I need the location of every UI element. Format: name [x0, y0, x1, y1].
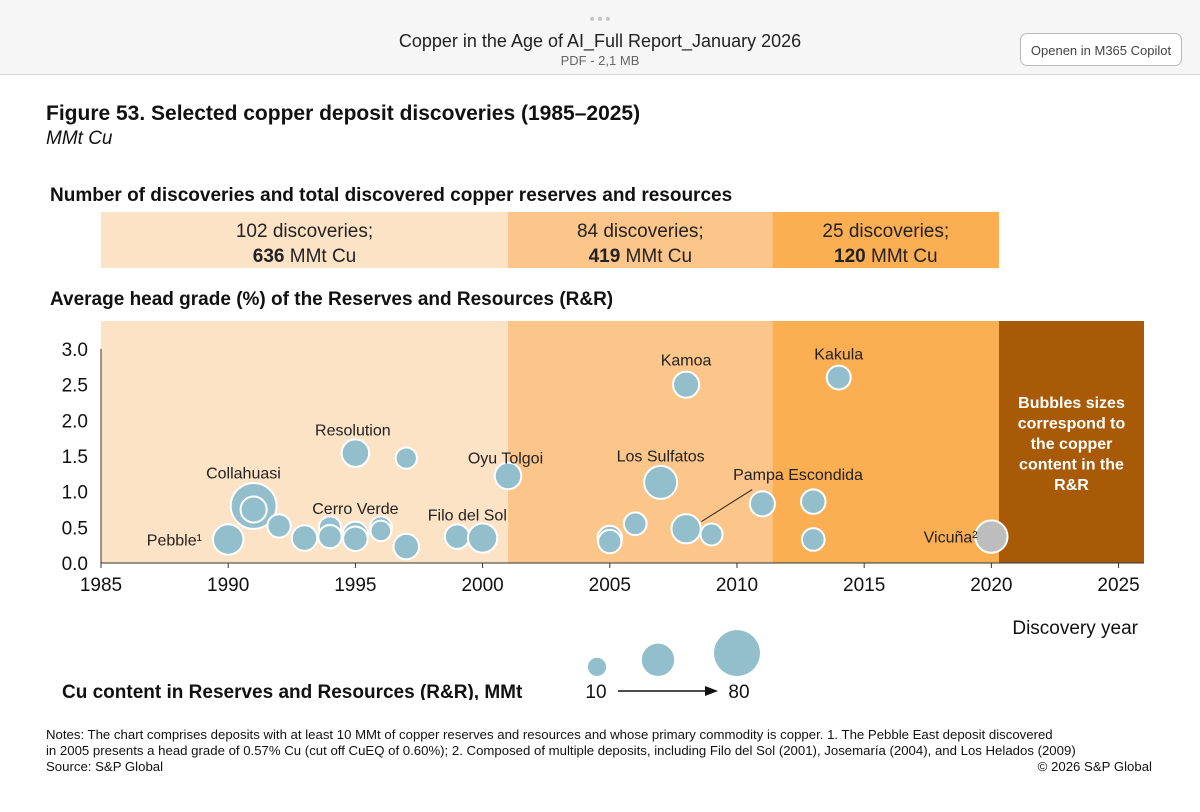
deposit-bubble: [670, 513, 702, 545]
viewer-header: Copper in the Age of AI_Full Report_Janu…: [0, 0, 1200, 75]
y-tick-label: 2.0: [62, 411, 88, 432]
legend-bubble: [587, 657, 607, 676]
deposit-bubble: [597, 528, 623, 555]
legend-arrow-head: [705, 686, 718, 696]
summary-discoveries-2: 84 discoveries;: [577, 221, 704, 242]
deposit-label: Cerro Verde: [312, 501, 398, 518]
note-panel-line: Bubbles sizes: [1018, 395, 1125, 412]
y-tick-label: 1.5: [62, 447, 88, 468]
summary-band-3: [772, 212, 999, 268]
deposit-bubble: [239, 495, 268, 524]
deposit-bubble: [369, 519, 393, 543]
notes-line-1: Notes: The chart comprises deposits with…: [46, 727, 1053, 742]
deposit-bubble: [493, 461, 523, 491]
y-tick-label: 1.0: [62, 483, 88, 504]
summary-heading: Number of discoveries and total discover…: [50, 185, 733, 206]
deposit-bubble: [211, 523, 245, 556]
deposit-label: Pampa Escondida: [733, 467, 863, 484]
deposit-label: Oyu Tolgoi: [468, 450, 543, 467]
grade-heading: Average head grade (%) of the Reserves a…: [50, 289, 614, 310]
deposit-label: Pebble¹: [147, 532, 202, 549]
y-tick-label: 0.5: [62, 518, 88, 539]
document-meta: PDF - 2,1 MB: [560, 53, 640, 68]
note-panel-line: the copper: [1031, 436, 1113, 453]
deposit-bubble: [443, 523, 471, 550]
legend-max-label: 80: [728, 682, 749, 700]
pampa-escondida-leader: [701, 489, 753, 523]
deposit-label: Kakula: [814, 346, 863, 363]
deposit-bubble: [466, 522, 499, 554]
deposit-label: Kamoa: [661, 353, 712, 370]
source-line: Source: S&P Global: [46, 759, 164, 774]
figure-unit: MMt Cu: [46, 128, 113, 149]
deposit-label: Los Sulfatos: [617, 448, 705, 465]
deposit-bubble: [748, 490, 776, 518]
bubble-chart: 102 discoveries; 636 MMt Cu 84 discoveries…: [62, 212, 1144, 700]
x-axis-title: Discovery year: [1012, 618, 1138, 639]
summary-reserves-1: 636 MMt Cu: [253, 246, 356, 267]
deposit-bubble: [825, 364, 852, 391]
deposit-bubble: [643, 464, 679, 500]
summary-reserves-2: 419 MMt Cu: [589, 246, 692, 267]
plot-band-1: [101, 321, 509, 563]
figure-title: Figure 53. Selected copper deposit disco…: [46, 102, 641, 125]
legend-min-label: 10: [585, 682, 606, 700]
deposit-bubble: [974, 519, 1009, 554]
x-tick-label: 2015: [843, 575, 885, 596]
deposit-label: Resolution: [315, 423, 391, 440]
deposit-bubble: [290, 524, 319, 552]
x-tick-label: 1985: [80, 575, 122, 596]
deposit-bubble: [317, 523, 343, 550]
deposit-label: Collahuasi: [206, 465, 281, 482]
x-tick-label: 2020: [970, 575, 1012, 596]
deposit-bubble: [342, 525, 369, 553]
deposit-label: Filo del Sol: [428, 507, 507, 524]
note-panel-line: R&R: [1054, 477, 1089, 494]
open-in-copilot-button[interactable]: Openen in M365 Copilot: [1020, 33, 1182, 66]
summary-band-2: [508, 212, 773, 268]
summary-discoveries-1: 102 discoveries;: [236, 221, 373, 242]
deposit-bubble: [800, 527, 826, 552]
y-tick-label: 3.0: [62, 340, 88, 361]
bubble-size-note-panel: [998, 321, 1144, 563]
notes-line-2: in 2005 presents a head grade of 0.57% C…: [46, 743, 1076, 758]
deposit-bubble: [699, 522, 724, 547]
x-tick-label: 1990: [207, 575, 249, 596]
plot-band-3: [772, 321, 999, 563]
x-tick-label: 2005: [589, 575, 631, 596]
legend-bubble: [714, 630, 760, 676]
deposit-bubble: [672, 370, 701, 399]
summary-band-1: [101, 212, 509, 268]
x-tick-label: 2025: [1097, 575, 1139, 596]
x-tick-label: 1995: [334, 575, 376, 596]
summary-discoveries-3: 25 discoveries;: [822, 221, 949, 242]
deposit-label: Vicuña²: [924, 530, 979, 547]
note-panel-line: correspond to: [1018, 416, 1126, 433]
note-panel-line: content in the: [1019, 457, 1124, 474]
summary-reserves-3: 120 MMt Cu: [834, 246, 937, 267]
document-title: Copper in the Age of AI_Full Report_Janu…: [398, 31, 802, 51]
figure-notes: Notes: The chart comprises deposits with…: [46, 727, 1156, 775]
deposit-bubble: [800, 488, 827, 515]
drag-handle[interactable]: [588, 8, 612, 21]
y-tick-label: 0.0: [62, 554, 88, 575]
deposit-bubble: [340, 438, 371, 468]
legend-bubble: [641, 643, 675, 676]
deposit-bubble: [394, 446, 418, 470]
y-tick-label: 2.5: [62, 376, 88, 397]
deposit-bubble: [392, 532, 421, 561]
deposit-bubble: [622, 511, 648, 537]
copyright: © 2026 S&P Global: [1037, 759, 1152, 774]
deposit-bubble: [266, 513, 292, 539]
legend-heading: Cu content in Reserves and Resources (R&…: [62, 682, 523, 700]
x-tick-label: 2000: [461, 575, 503, 596]
x-tick-label: 2010: [716, 575, 758, 596]
